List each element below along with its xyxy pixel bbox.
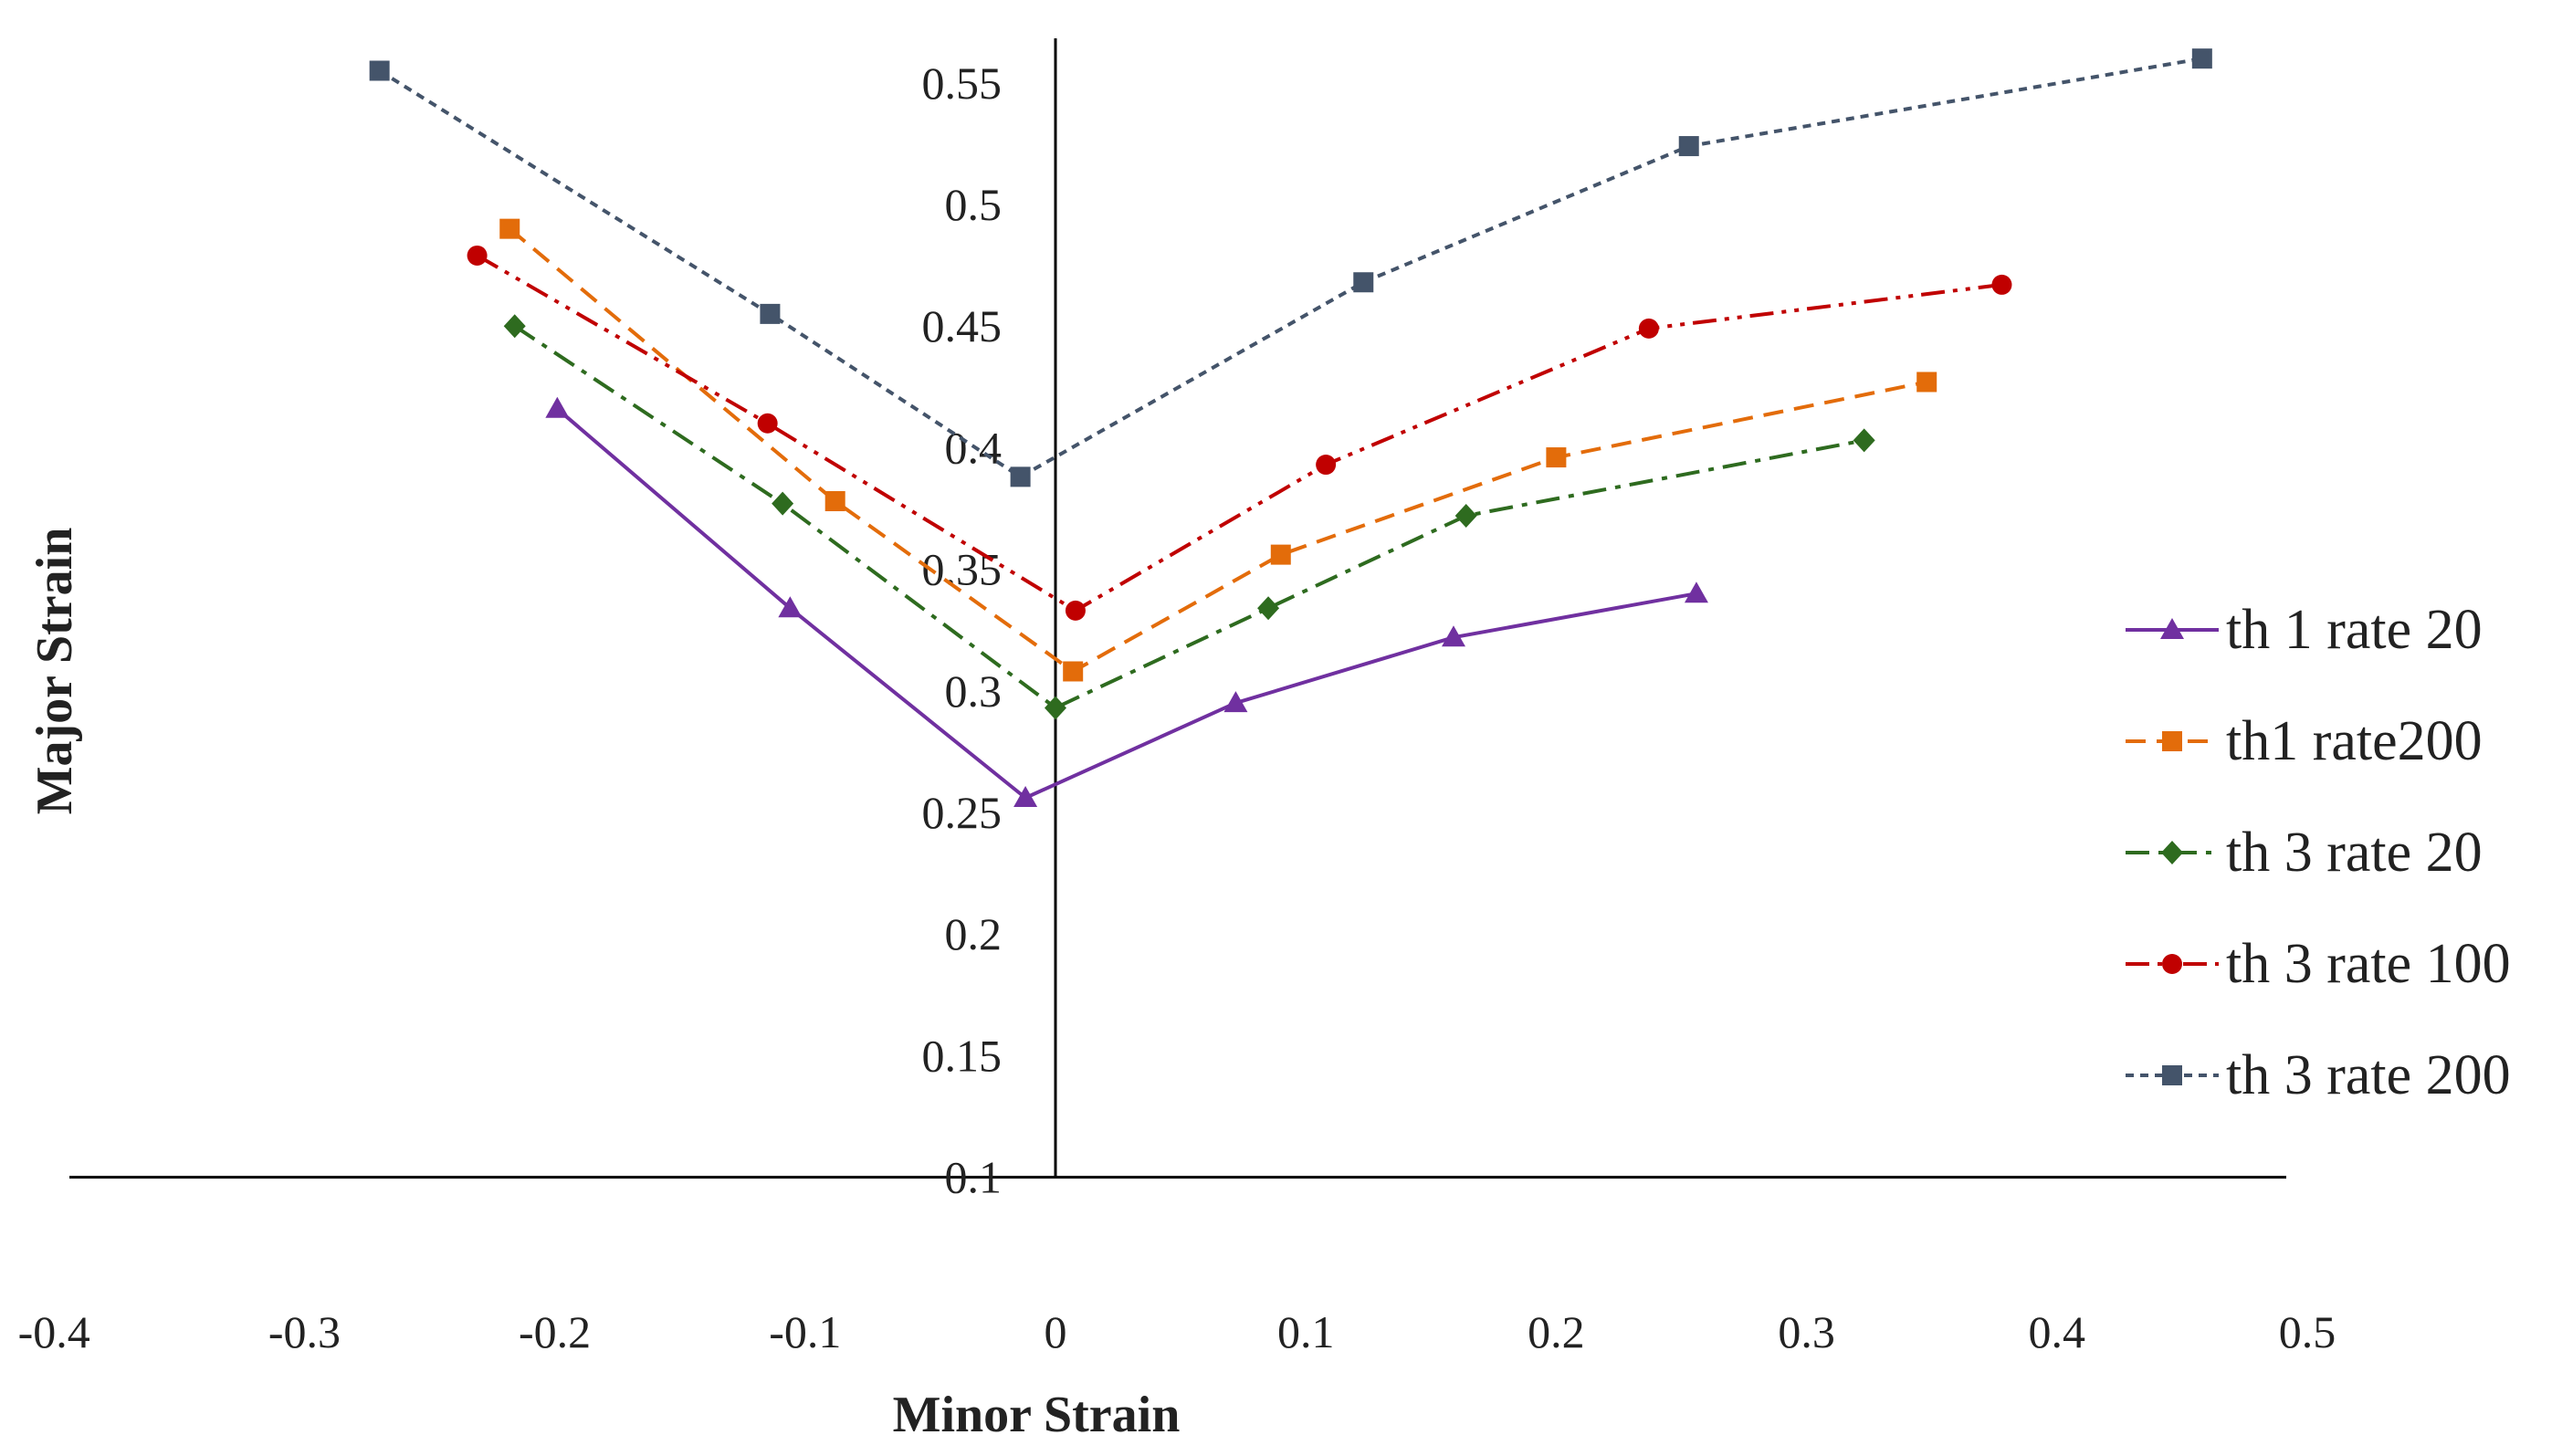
series-4 <box>467 245 2012 621</box>
data-point <box>545 396 570 418</box>
legend-marker <box>2160 618 2184 639</box>
y-axis-title: Major Strain <box>26 528 83 815</box>
legend-label: th 3 rate 20 <box>2226 822 2483 884</box>
data-point <box>760 303 781 324</box>
legend-item: th 3 rate 20 <box>2126 822 2483 884</box>
axes <box>69 38 2286 1179</box>
legend-label: th 3 rate 100 <box>2226 933 2511 995</box>
series-2 <box>499 218 1937 682</box>
data-point <box>1916 372 1937 393</box>
legend-label: th 1 rate 20 <box>2226 599 2483 661</box>
x-tick-label: 0 <box>1045 1306 1067 1357</box>
legend-item: th 3 rate 100 <box>2126 933 2511 995</box>
legend-marker <box>2162 954 2182 974</box>
data-point <box>1063 661 1084 682</box>
legend-item: th 3 rate 200 <box>2126 1044 2511 1106</box>
data-point <box>757 413 778 434</box>
y-tick-label: 0.3 <box>945 665 1003 717</box>
x-tick-label: 0.3 <box>1778 1306 1835 1357</box>
data-point <box>1853 428 1875 453</box>
data-point <box>1638 318 1659 339</box>
data-point <box>499 218 520 239</box>
legend-label: th1 rate200 <box>2226 710 2483 772</box>
data-point <box>1316 455 1337 476</box>
data-point <box>1353 272 1374 293</box>
x-tick-label: -0.2 <box>519 1306 591 1357</box>
data-point <box>467 245 488 266</box>
series-1 <box>545 396 1708 808</box>
legend-item: th1 rate200 <box>2126 710 2483 772</box>
data-point <box>1013 786 1038 808</box>
series-5 <box>369 48 2212 487</box>
y-tick-label: 0.2 <box>945 908 1003 959</box>
data-point <box>772 491 794 516</box>
data-point <box>1045 696 1066 720</box>
data-point <box>2191 48 2212 69</box>
y-tick-label: 0.25 <box>922 787 1003 838</box>
data-point <box>1257 596 1280 621</box>
x-axis-title: Minor Strain <box>893 1387 1181 1443</box>
y-tick-label: 0.35 <box>922 544 1003 595</box>
data-point <box>1270 544 1291 565</box>
legend-item: th 1 rate 20 <box>2126 599 2483 661</box>
series-line <box>508 227 1927 674</box>
data-point <box>1065 600 1086 621</box>
data-point <box>1684 581 1708 603</box>
y-tick-label: 0.15 <box>922 1030 1003 1081</box>
data-point <box>1991 274 2012 295</box>
y-tick-label: 0.5 <box>945 179 1003 230</box>
data-point <box>1546 447 1567 468</box>
data-point <box>1678 136 1699 157</box>
x-tick-label: 0.5 <box>2279 1306 2336 1357</box>
y-tick-label: 0.55 <box>922 58 1003 109</box>
legend-marker <box>2161 841 2183 864</box>
x-tick-label: -0.3 <box>268 1306 341 1357</box>
x-tick-label: 0.2 <box>1528 1306 1585 1357</box>
x-tick-label: 0.4 <box>2029 1306 2086 1357</box>
y-tick-label: 0.45 <box>922 300 1003 351</box>
series-line <box>378 57 2203 479</box>
series-line <box>476 254 2002 613</box>
data-point <box>1223 691 1248 713</box>
series-layer <box>369 48 2212 808</box>
x-tick-label: -0.4 <box>18 1306 90 1357</box>
data-point <box>824 491 845 512</box>
data-point <box>1454 503 1477 528</box>
series-line <box>513 324 1865 710</box>
data-point <box>1010 466 1031 487</box>
y-tick-label: 0.1 <box>945 1152 1003 1203</box>
data-point <box>778 596 803 618</box>
legend: th 1 rate 20 th1 rate200 th 3 rate 20 th 3 … <box>2126 599 2511 1106</box>
x-tick-label: 0.1 <box>1277 1306 1335 1357</box>
data-point <box>369 60 390 81</box>
legend-marker <box>2162 1065 2182 1085</box>
legend-marker <box>2162 731 2182 751</box>
series-3 <box>503 314 1875 720</box>
x-tick-labels: -0.4 -0.3 -0.2 -0.1 0 0.1 0.2 0.3 0.4 0.5 <box>18 1306 2336 1357</box>
series-line <box>555 407 1697 800</box>
y-tick-labels: 0.10.150.20.250.30.350.40.450.50.550.6 <box>922 58 1003 1203</box>
data-point <box>1441 625 1465 647</box>
legend-label: th 3 rate 200 <box>2226 1044 2511 1106</box>
data-point <box>503 314 526 339</box>
x-tick-label: -0.1 <box>769 1306 841 1357</box>
